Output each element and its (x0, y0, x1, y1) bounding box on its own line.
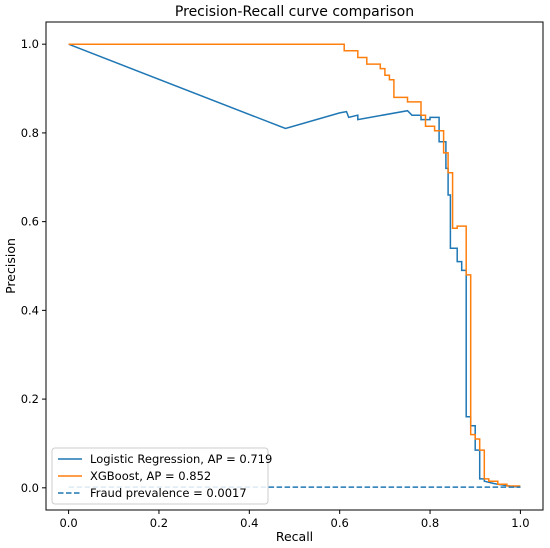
x-tick-label: 0.4 (240, 516, 258, 530)
legend-label-2: Fraud prevalence = 0.0017 (90, 486, 247, 500)
legend-box (51, 447, 269, 505)
x-tick-label: 0.2 (150, 516, 168, 530)
series-line-1 (68, 43, 521, 487)
y-tick-label: 0.4 (21, 303, 39, 317)
x-tick-label: 1.0 (511, 516, 529, 530)
chart-title: Precision-Recall curve comparison (175, 4, 414, 20)
y-tick-label: 0.0 (21, 481, 39, 495)
legend-label-1: XGBoost, AP = 0.852 (90, 469, 211, 483)
x-axis-label: Recall (276, 529, 313, 544)
y-axis-label: Precision (3, 238, 18, 294)
series-line-0 (68, 43, 521, 488)
x-tick-label: 0.0 (59, 516, 77, 530)
legend: Logistic Regression, AP = 0.719 XGBoost, … (51, 447, 272, 505)
axes-frame (45, 21, 544, 511)
legend-label-0: Logistic Regression, AP = 0.719 (90, 452, 272, 466)
y-tick-label: 0.6 (21, 215, 39, 229)
x-tick-label: 0.8 (421, 516, 439, 530)
x-tick-label: 0.6 (331, 516, 349, 530)
y-tick-label: 1.0 (21, 37, 39, 51)
y-tick-label: 0.2 (21, 392, 39, 406)
plot-area (45, 21, 544, 511)
y-tick-label: 0.8 (21, 126, 39, 140)
ticks-layer: 0.0 0.2 0.4 0.6 0.8 1.0 0.0 0.2 0.4 0.6 0.8 1.0 (21, 37, 530, 530)
